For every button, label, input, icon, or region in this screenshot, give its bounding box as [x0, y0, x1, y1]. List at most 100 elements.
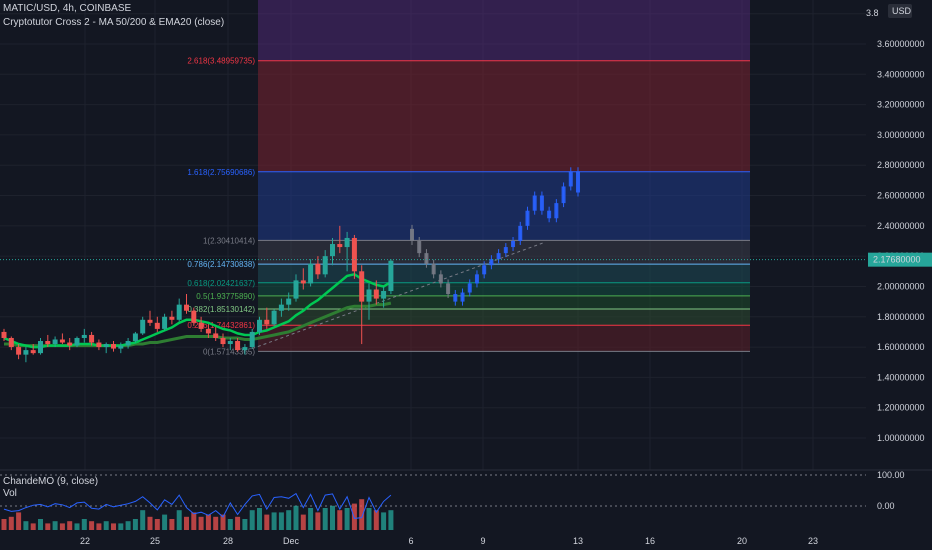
- candle-body: [242, 347, 248, 351]
- projection-bar: [417, 241, 422, 254]
- volume-bar: [45, 523, 51, 530]
- price-tick-label: 2.60000000: [877, 191, 925, 201]
- fib-level-label: 1.618(2.75690686): [187, 168, 255, 177]
- volume-bar: [30, 523, 36, 530]
- currency-badge: [888, 4, 912, 18]
- volume-bar: [388, 510, 394, 530]
- candles: [1, 225, 394, 363]
- price-tick-label: 1.20000000: [877, 403, 925, 413]
- candle-body: [227, 341, 233, 345]
- time-tick-label: 22: [80, 536, 90, 546]
- chande-line: [3, 492, 392, 519]
- projection-bar: [561, 186, 566, 204]
- price-tick-label: 2.40000000: [877, 221, 925, 231]
- candle-body: [286, 298, 292, 305]
- projection-bar: [525, 210, 530, 226]
- volume-bar: [300, 514, 306, 530]
- indicator-legend[interactable]: Cryptotutor Cross 2 - MA 50/200 & EMA20 …: [3, 17, 225, 28]
- projection-bar: [489, 259, 494, 266]
- volume-bar: [103, 521, 109, 530]
- candle-body: [351, 237, 357, 272]
- projection-bar: [503, 247, 508, 254]
- time-tick-label: 25: [150, 536, 160, 546]
- time-axis[interactable]: 22 25 28 Dec 6 9 13 16 20 23: [80, 536, 818, 546]
- projection-bar: [518, 225, 523, 241]
- price-tick-label: 2.00000000: [877, 281, 925, 291]
- price-tick-label: 1.40000000: [877, 372, 925, 382]
- candle-body: [235, 341, 241, 351]
- volume-bar: [271, 512, 277, 530]
- fib-level-label: 0.5(1.93775890): [196, 292, 255, 301]
- projection-bar: [467, 283, 472, 293]
- candle-body: [16, 347, 22, 355]
- volume-bar: [278, 512, 284, 530]
- fib-zone: [258, 308, 750, 326]
- volume-bar: [337, 510, 343, 530]
- projection-bar: [554, 203, 559, 219]
- candle-body: [59, 339, 65, 343]
- volume-bar: [359, 499, 365, 530]
- volume-bar: [351, 503, 357, 530]
- candle-body: [388, 260, 394, 292]
- fib-level-label: 1(2.30410414): [203, 236, 255, 245]
- volume-bar: [205, 514, 211, 530]
- projection-bar: [532, 195, 537, 211]
- candle-body: [111, 344, 116, 349]
- projection-bar: [539, 195, 544, 211]
- price-tick-label: 3.40000000: [877, 69, 925, 79]
- price-tick-label: 1.60000000: [877, 342, 925, 352]
- candle-body: [147, 319, 153, 323]
- ema20-line: [3, 272, 392, 349]
- volume-bar: [213, 516, 219, 530]
- candle-body: [184, 304, 189, 311]
- candle-body: [293, 280, 299, 299]
- volume-bar: [74, 523, 80, 530]
- candle-body: [30, 350, 36, 354]
- volume-bar: [23, 521, 29, 530]
- projection-bar: [446, 283, 451, 295]
- candle-body: [103, 344, 109, 348]
- volume-bar: [315, 512, 321, 530]
- volume-legend[interactable]: Vol: [3, 488, 17, 499]
- candle-body: [191, 310, 197, 323]
- projection-bar: [453, 294, 458, 302]
- candle-body: [74, 337, 80, 346]
- candle-body: [96, 342, 102, 348]
- candle-body: [169, 316, 175, 320]
- projection-bar: [482, 265, 487, 275]
- time-tick-label: 28: [223, 536, 233, 546]
- volume-bar: [52, 521, 58, 530]
- candle-body: [337, 244, 343, 248]
- time-tick-label: 6: [408, 536, 413, 546]
- candle-body: [125, 341, 131, 346]
- symbol-title[interactable]: MATIC/USD, 4h, COINBASE: [3, 3, 132, 14]
- fibonacci-retracement[interactable]: 2.618(3.48959735) 1.618(2.75690686) 1(2.30…: [187, 0, 750, 356]
- volume-bar: [147, 516, 153, 530]
- volume-bar: [59, 523, 65, 530]
- candle-body: [154, 322, 160, 329]
- candle-body: [89, 334, 95, 343]
- volume-bar: [176, 510, 182, 530]
- projection-bar: [460, 292, 465, 302]
- price-axis[interactable]: 3.60000000 3.40000000 3.20000000 3.00000000…: [0, 4, 932, 511]
- time-tick-label: 20: [737, 536, 747, 546]
- time-tick-label: Dec: [283, 536, 300, 546]
- candle-body: [373, 289, 379, 299]
- candle-body: [381, 291, 387, 299]
- candle-body: [322, 256, 328, 275]
- price-tick-label: 3.20000000: [877, 100, 925, 110]
- volume-bar: [227, 519, 233, 530]
- candle-body: [366, 289, 372, 302]
- oscillator-pane: [0, 474, 866, 530]
- volume-bar: [308, 508, 314, 530]
- projection-bar: [474, 274, 479, 284]
- volume-bar: [169, 519, 175, 530]
- candle-body: [264, 319, 270, 325]
- volume-bar: [8, 516, 14, 530]
- candle-body: [308, 263, 314, 284]
- volume-bar: [154, 519, 160, 530]
- volume-bar: [257, 508, 262, 530]
- oscillator-legend[interactable]: ChandeMO (9, close): [3, 476, 99, 487]
- volume-bar: [344, 508, 350, 530]
